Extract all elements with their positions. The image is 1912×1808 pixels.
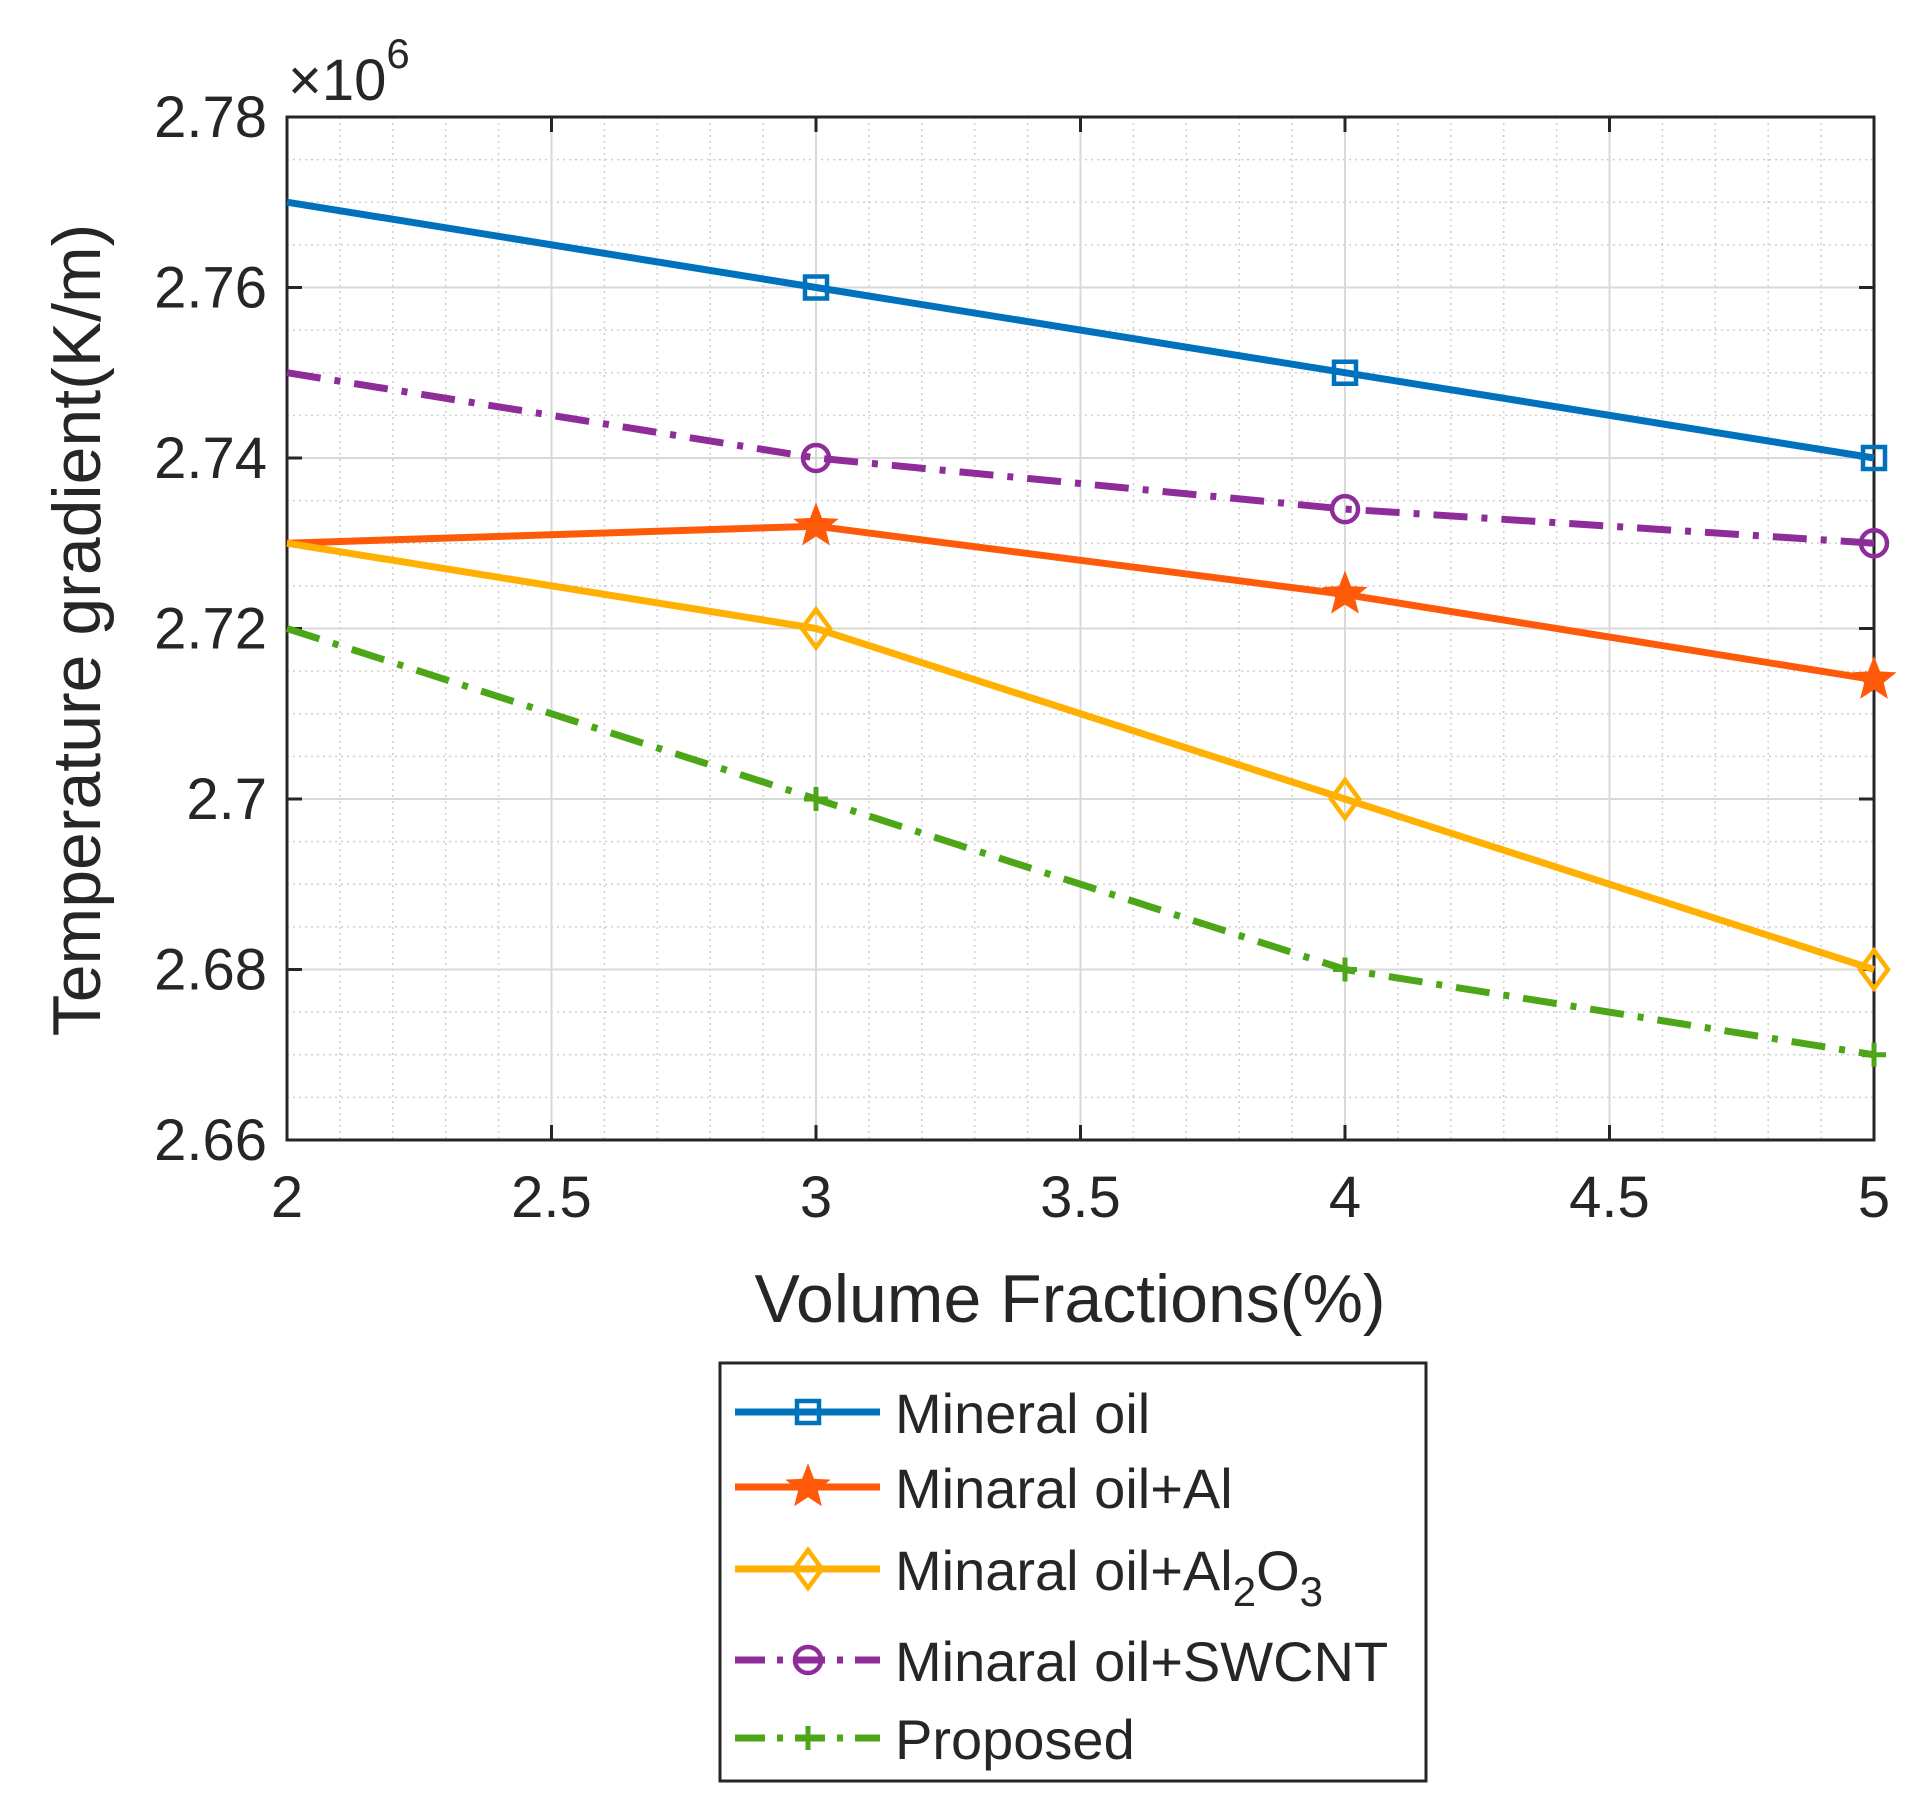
x-axis-label: Volume Fractions(%) [754,1261,1385,1337]
legend-label: Minaral oil+Al2O3 [895,1539,1323,1615]
legend-label: Proposed [895,1708,1135,1771]
series-2 [286,502,1897,699]
data-point [802,274,830,301]
data-point [1328,776,1362,822]
legend-label: Minaral oil+SWCNT [895,1630,1388,1693]
legend-marker [794,1398,822,1426]
y-tick-label: 2.76 [154,256,267,321]
axes: 2 2.5 3 3.5 4 4.5 5 2.66 2.68 2.7 2.72 2.74 2.76 2.78 [154,85,1890,1230]
y-tick-label: 2.78 [154,85,267,150]
series-3 [286,539,1891,993]
legend-label: Mineral oil [895,1382,1150,1445]
labels: Volume Fractions(%) Temperature gradient… [39,30,1386,1337]
x-tick-label: 2.5 [511,1165,592,1230]
x-tick-label: 5 [1858,1165,1890,1230]
legend-marker [792,1644,824,1676]
y-axis-label: Temperature gradient(K/m) [39,224,115,1037]
x-tick-label: 3 [800,1165,832,1230]
y-tick-label: 2.68 [154,938,267,1003]
series-5 [285,625,1886,1067]
data-point [1851,655,1897,699]
series-group [285,198,1897,1067]
legend-item: Minaral oil+Al [735,1457,1233,1520]
legend-marker [796,1726,820,1750]
legend-label: Minaral oil+Al [895,1457,1233,1520]
legend: Mineral oil Minaral oil+Al Minaral oil+Al2… [718,1361,1428,1783]
x-tick-label: 4.5 [1569,1165,1650,1230]
series-4 [286,369,1890,559]
series-line [286,539,1876,973]
legend-item: Minaral oil+SWCNT [735,1630,1388,1693]
data-point [1322,570,1368,614]
series-line [286,369,1875,547]
y-axis-multiplier: ×106 [288,30,410,113]
data-point [804,787,828,811]
data-point [1329,493,1361,525]
data-point [799,605,833,652]
data-point [1331,359,1359,386]
series-line [285,625,1875,1059]
y-multiplier-exponent: 6 [386,30,409,77]
legend-item: Minaral oil+Al2O3 [735,1539,1323,1615]
data-point [793,502,839,546]
legend-marker [785,1463,831,1507]
series-1 [286,198,1888,472]
series-line [286,522,1875,684]
y-tick-label: 2.72 [154,597,267,662]
y-tick-label: 2.66 [154,1108,267,1173]
series-line [286,198,1875,462]
x-tick-label: 2 [271,1165,303,1230]
y-tick-label: 2.74 [154,426,267,491]
legend-marker [791,1546,825,1592]
data-point [1857,946,1891,993]
data-point [1333,957,1357,982]
data-point [1858,528,1890,559]
data-point [1862,1042,1886,1067]
x-tick-label: 4 [1329,1165,1361,1230]
x-tick-label: 3.5 [1040,1165,1121,1230]
y-multiplier-prefix: ×10 [288,48,386,113]
y-tick-label: 2.7 [186,767,267,832]
legend-item: Proposed [735,1708,1135,1771]
data-point [1860,444,1888,472]
data-point [800,442,832,474]
legend-item: Mineral oil [735,1382,1150,1445]
